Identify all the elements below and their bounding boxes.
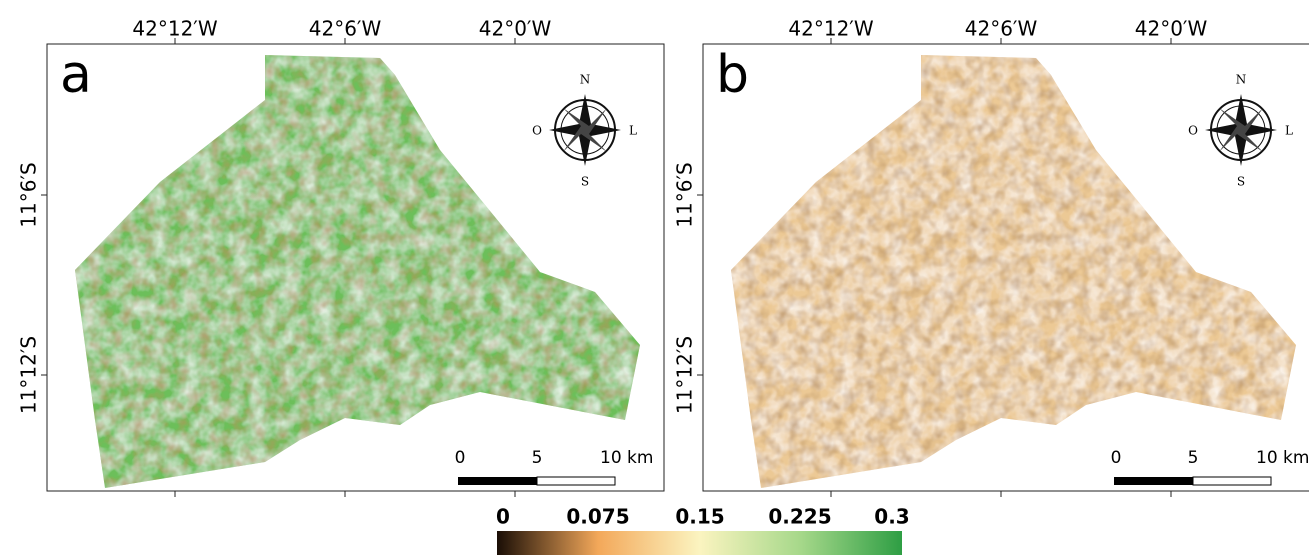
- latitude-label: 11°6′S: [17, 162, 41, 227]
- colorbar-label: 0: [496, 505, 510, 529]
- scale-bar-white: [537, 477, 615, 485]
- longitude-label: 42°12′W: [788, 17, 873, 41]
- colorbar-label: 0.3: [874, 505, 909, 529]
- compass-south: S: [1237, 175, 1245, 189]
- map-panel: a 42°12′W 42°6′W 42°0′W 11°6′S 11°12′S N S O L 0 5 1…: [17, 17, 665, 498]
- compass-south: S: [581, 175, 589, 189]
- latitude-label: 11°12′S: [673, 336, 697, 414]
- longitude-label: 42°6′W: [309, 17, 382, 41]
- colorbar-label: 0.15: [675, 505, 724, 529]
- scale-label: 0: [1111, 448, 1122, 468]
- scale-label: 5: [1188, 448, 1199, 468]
- scale-label: 5: [532, 448, 543, 468]
- compass-east: L: [1285, 124, 1293, 138]
- longitude-label: 42°0′W: [479, 17, 552, 41]
- colorbar-label: 0.075: [566, 505, 629, 529]
- scale-bar-black: [1114, 477, 1193, 485]
- panel-label: a: [60, 45, 92, 105]
- body: a 42°12′W 42°6′W 42°0′W 11°6′S 11°12′S N S O L 0 5 1…: [0, 0, 1309, 559]
- latitude-label: 11°12′S: [17, 336, 41, 414]
- longitude-label: 42°0′W: [1135, 17, 1208, 41]
- scale-bar-white: [1193, 477, 1271, 485]
- colorbar-label: 0.225: [768, 505, 831, 529]
- compass-north: N: [1236, 73, 1247, 87]
- map-panel: b 42°12′W 42°6′W 42°0′W 11°6′S 11°12′S N S O L 0 5 1…: [673, 17, 1309, 498]
- scale-label: 10 km: [1256, 448, 1309, 468]
- longitude-label: 42°12′W: [132, 17, 217, 41]
- page: {"panels": [ {"label": "a", "top_ticks":…: [0, 0, 1309, 559]
- compass-east: L: [629, 124, 637, 138]
- latitude-label: 11°6′S: [673, 162, 697, 227]
- compass-north: N: [580, 73, 591, 87]
- compass-west: O: [1188, 124, 1198, 138]
- colorbar: [497, 531, 902, 555]
- longitude-label: 42°6′W: [965, 17, 1038, 41]
- scale-label: 10 km: [600, 448, 653, 468]
- panel-label: b: [716, 45, 749, 105]
- scale-bar-black: [458, 477, 537, 485]
- scale-label: 0: [455, 448, 466, 468]
- compass-west: O: [532, 124, 542, 138]
- figure: a 42°12′W 42°6′W 42°0′W 11°6′S 11°12′S N S O L 0 5 1…: [0, 0, 1309, 555]
